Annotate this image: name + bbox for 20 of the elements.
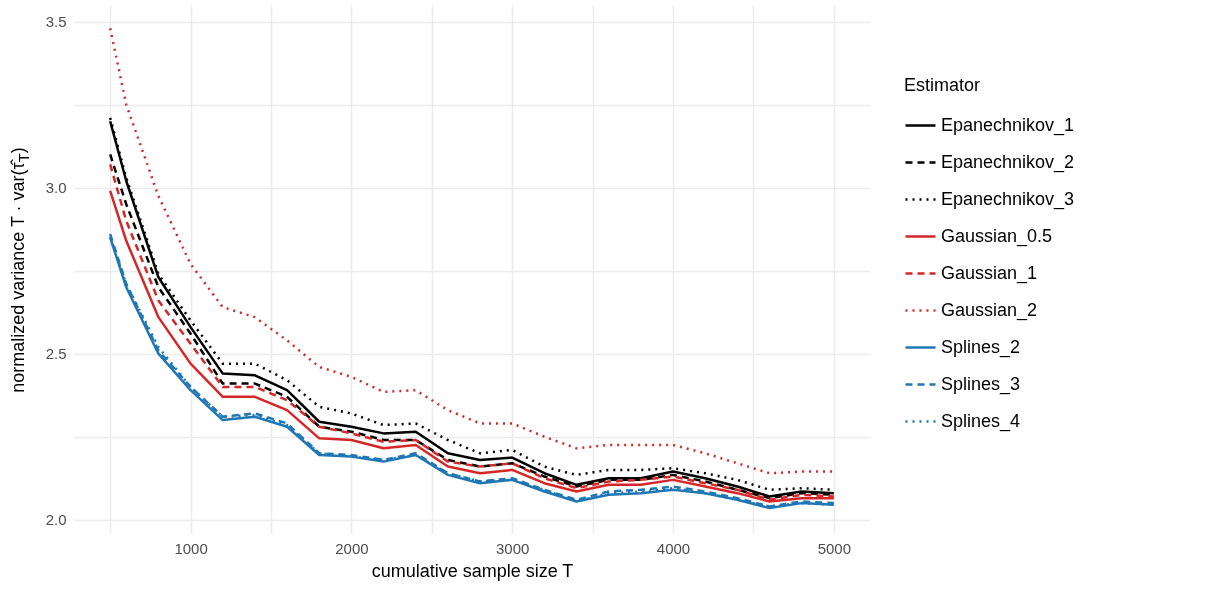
legend-label: Epanechnikov_2 — [941, 151, 1075, 173]
legend-label: Splines_2 — [941, 336, 1021, 358]
legend-title: Estimator — [904, 75, 981, 95]
y-tick-label: 3.0 — [45, 179, 67, 197]
x-axis-title: cumulative sample size T — [371, 560, 574, 581]
legend-label: Splines_3 — [941, 373, 1021, 395]
x-tick-label: 3000 — [496, 539, 530, 557]
y-tick-label: 2.0 — [45, 511, 67, 529]
legend-label: Gaussian_1 — [941, 262, 1038, 284]
legend-label: Gaussian_0.5 — [941, 225, 1053, 247]
legend-label: Gaussian_2 — [941, 299, 1038, 321]
legend-label: Epanechnikov_3 — [941, 188, 1075, 210]
legend-label: Epanechnikov_1 — [941, 114, 1075, 136]
y-tick-label: 3.5 — [45, 13, 67, 31]
x-tick-label: 1000 — [174, 539, 208, 557]
x-tick-label: 2000 — [335, 539, 369, 557]
legend-label: Splines_4 — [941, 410, 1021, 432]
x-tick-label: 4000 — [656, 539, 691, 557]
x-tick-label: 5000 — [817, 539, 852, 557]
y-tick-label: 2.5 — [45, 345, 67, 363]
